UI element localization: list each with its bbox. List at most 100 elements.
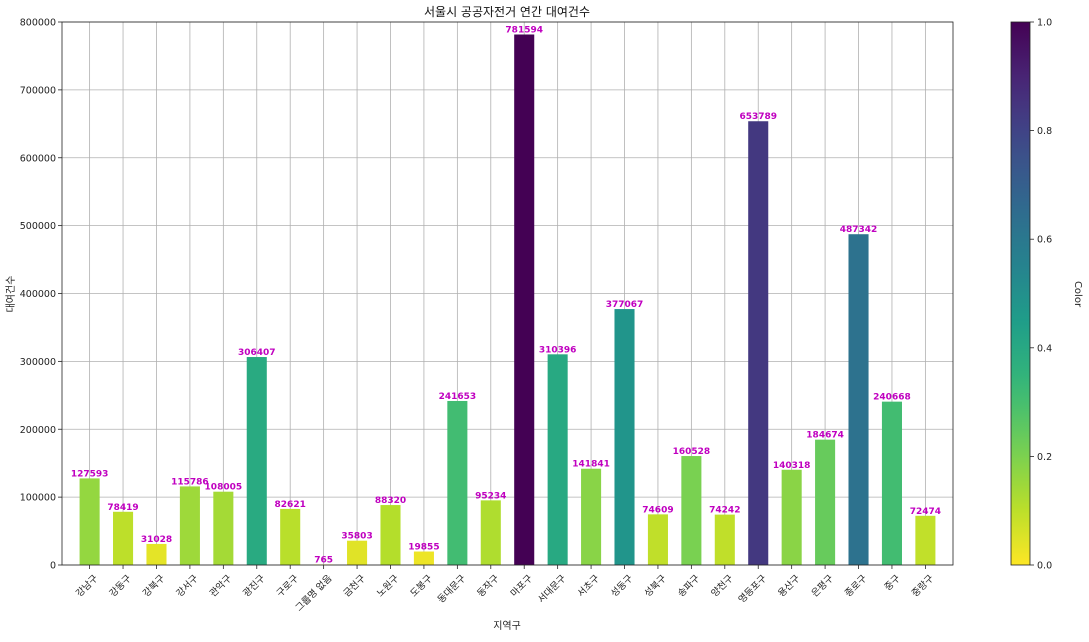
x-tick-label: 노원구 [375,573,402,600]
x-tick-label: 강동구 [108,573,135,600]
x-tick-label: 중랑구 [909,572,936,599]
y-tick-label: 200000 [20,425,56,436]
y-tick-label: 0 [50,561,56,572]
bar-강동구 [113,511,134,565]
data-label: 88320 [375,496,406,506]
x-tick-label: 강서구 [174,573,201,600]
y-axis-title: 대여건수 [5,276,17,313]
data-label: 74609 [642,505,673,515]
data-label: 310396 [539,345,577,355]
bar-금천구 [347,540,368,565]
x-tick-label: 송파구 [676,573,703,600]
bar-강북구 [146,543,167,565]
x-tick-label: 광진구 [241,572,268,599]
bar-동작구 [480,500,501,565]
data-label: 306407 [238,348,276,358]
bar-마포구 [514,34,535,566]
x-tick-label: 서대문구 [536,573,569,606]
colorbar-tick-label: 0.6 [1037,235,1052,246]
bar-서초구 [581,468,602,565]
colorbar [1010,21,1031,566]
y-tick-label: 500000 [20,221,56,232]
data-label: 377067 [606,300,644,310]
y-tick-label: 600000 [20,153,56,164]
bar-강서구 [179,486,200,565]
x-tick-label: 마포구 [509,573,536,600]
data-label: 487342 [840,225,878,235]
data-label: 108005 [205,483,243,493]
y-tick-label: 300000 [20,357,56,368]
bar-중구 [881,401,902,565]
data-label: 765 [314,555,333,565]
colorbar-tick-label: 1.0 [1037,18,1052,29]
data-label: 78419 [107,503,138,513]
data-label: 653789 [739,112,777,122]
colorbar-ticks: 0.0 0.2 0.4 0.6 0.8 1.0 [1030,18,1052,572]
data-label: 127593 [71,469,109,479]
bar-동대문구 [447,400,468,565]
colorbar-tick-label: 0.8 [1037,126,1052,137]
bar-강남구 [79,478,100,565]
chart-title: 서울시 공공자전거 연간 대여건수 [424,5,590,19]
x-tick-label: 동대문구 [436,573,469,606]
x-tick-label: 서초구 [576,573,603,600]
x-tick-label: 금천구 [342,573,369,600]
bar-성동구 [614,309,635,565]
x-tick-label: 강북구 [141,573,168,600]
bar-광진구 [246,357,267,565]
data-label: 95234 [475,491,506,501]
bars [79,34,936,566]
y-tick-label: 700000 [20,85,56,96]
bar-송파구 [681,456,702,565]
colorbar-label: Color [1072,281,1083,308]
colorbar-tick-label: 0.0 [1037,561,1052,572]
x-tick-label: 관악구 [207,572,234,599]
bar-노원구 [380,505,401,565]
x-tick-label: 중구 [883,573,903,593]
colorbar-tick-label: 0.4 [1037,343,1052,354]
data-label: 140318 [773,461,811,471]
x-tick-label: 용산구 [776,573,803,600]
x-tick-label: 그룹명 없음 [293,572,335,614]
data-label: 160528 [673,447,711,457]
data-label: 35803 [341,532,372,542]
bar-은평구 [815,439,836,565]
x-tick-label: 은평구 [810,573,837,600]
data-label: 74242 [709,506,740,516]
x-axis-title: 지역구 [493,620,521,632]
y-axis-ticks: 0 100000 200000 300000 400000 500000 600000 700… [20,18,62,572]
bar-관악구 [213,491,234,565]
data-label: 141841 [572,460,610,470]
x-tick-label: 성동구 [609,573,636,600]
x-tick-label: 종로구 [843,573,870,600]
data-label: 31028 [141,535,172,545]
y-tick-label: 400000 [20,289,56,300]
data-label: 115786 [171,477,209,487]
bar-도봉구 [413,551,434,565]
y-tick-label: 800000 [20,18,56,29]
y-tick-label: 100000 [20,493,56,504]
bar-구로구 [280,508,301,565]
bar-종로구 [848,234,869,565]
x-tick-label: 도봉구 [408,573,435,600]
x-tick-label: 구로구 [275,573,302,600]
bar-용산구 [781,469,802,565]
data-label: 241653 [439,392,477,402]
data-label: 19855 [408,543,439,553]
x-tick-label: 강남구 [74,573,101,600]
x-tick-label: 영등포구 [737,573,770,606]
x-tick-label: 성북구 [642,573,669,600]
bar-성북구 [647,514,668,565]
x-tick-label: 동작구 [475,573,502,600]
x-tick-label: 양천구 [709,573,736,600]
bar-중랑구 [915,515,936,565]
bar-서대문구 [547,354,568,565]
colorbar-tick-label: 0.2 [1037,452,1052,463]
data-label: 72474 [910,507,941,517]
data-label: 82621 [275,500,306,510]
data-label: 184674 [806,431,844,441]
